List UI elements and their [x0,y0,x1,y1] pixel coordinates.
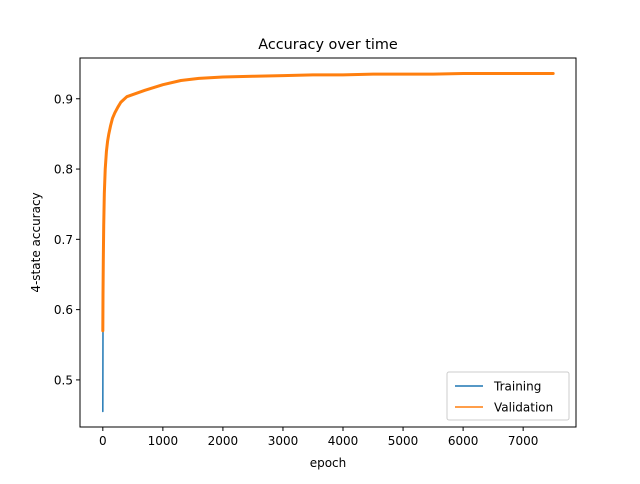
x-tick-label: 7000 [508,434,539,448]
y-tick-label: 0.6 [54,303,73,317]
plot-area [80,58,576,427]
series-layer [101,71,555,413]
series-line-validation [101,71,555,333]
legend-label-training: Training [493,380,541,394]
x-tick-label: 0 [99,434,107,448]
x-axis-ticks: 0 1000 2000 3000 4000 5000 6000 7000 [99,427,538,448]
y-tick-label: 0.8 [54,163,73,177]
y-tick-label: 0.9 [54,92,73,106]
y-tick-label: 0.5 [54,373,73,387]
y-axis-label: 4-state accuracy [29,192,43,292]
x-tick-label: 2000 [208,434,239,448]
x-tick-label: 3000 [268,434,299,448]
x-tick-label: 6000 [448,434,479,448]
legend-box [446,371,570,421]
legend-label-validation: Validation [494,401,553,415]
plot-frame [79,57,577,428]
x-tick-label: 4000 [328,434,359,448]
chart-title: Accuracy over time [258,37,398,53]
x-axis-label: epoch [310,456,347,470]
x-tick-label: 5000 [388,434,419,448]
y-tick-label: 0.7 [54,233,73,247]
legend: Training Validation [446,371,570,421]
x-tick-label: 1000 [148,434,179,448]
y-axis-ticks: 0.5 0.6 0.7 0.8 0.9 [54,92,80,387]
